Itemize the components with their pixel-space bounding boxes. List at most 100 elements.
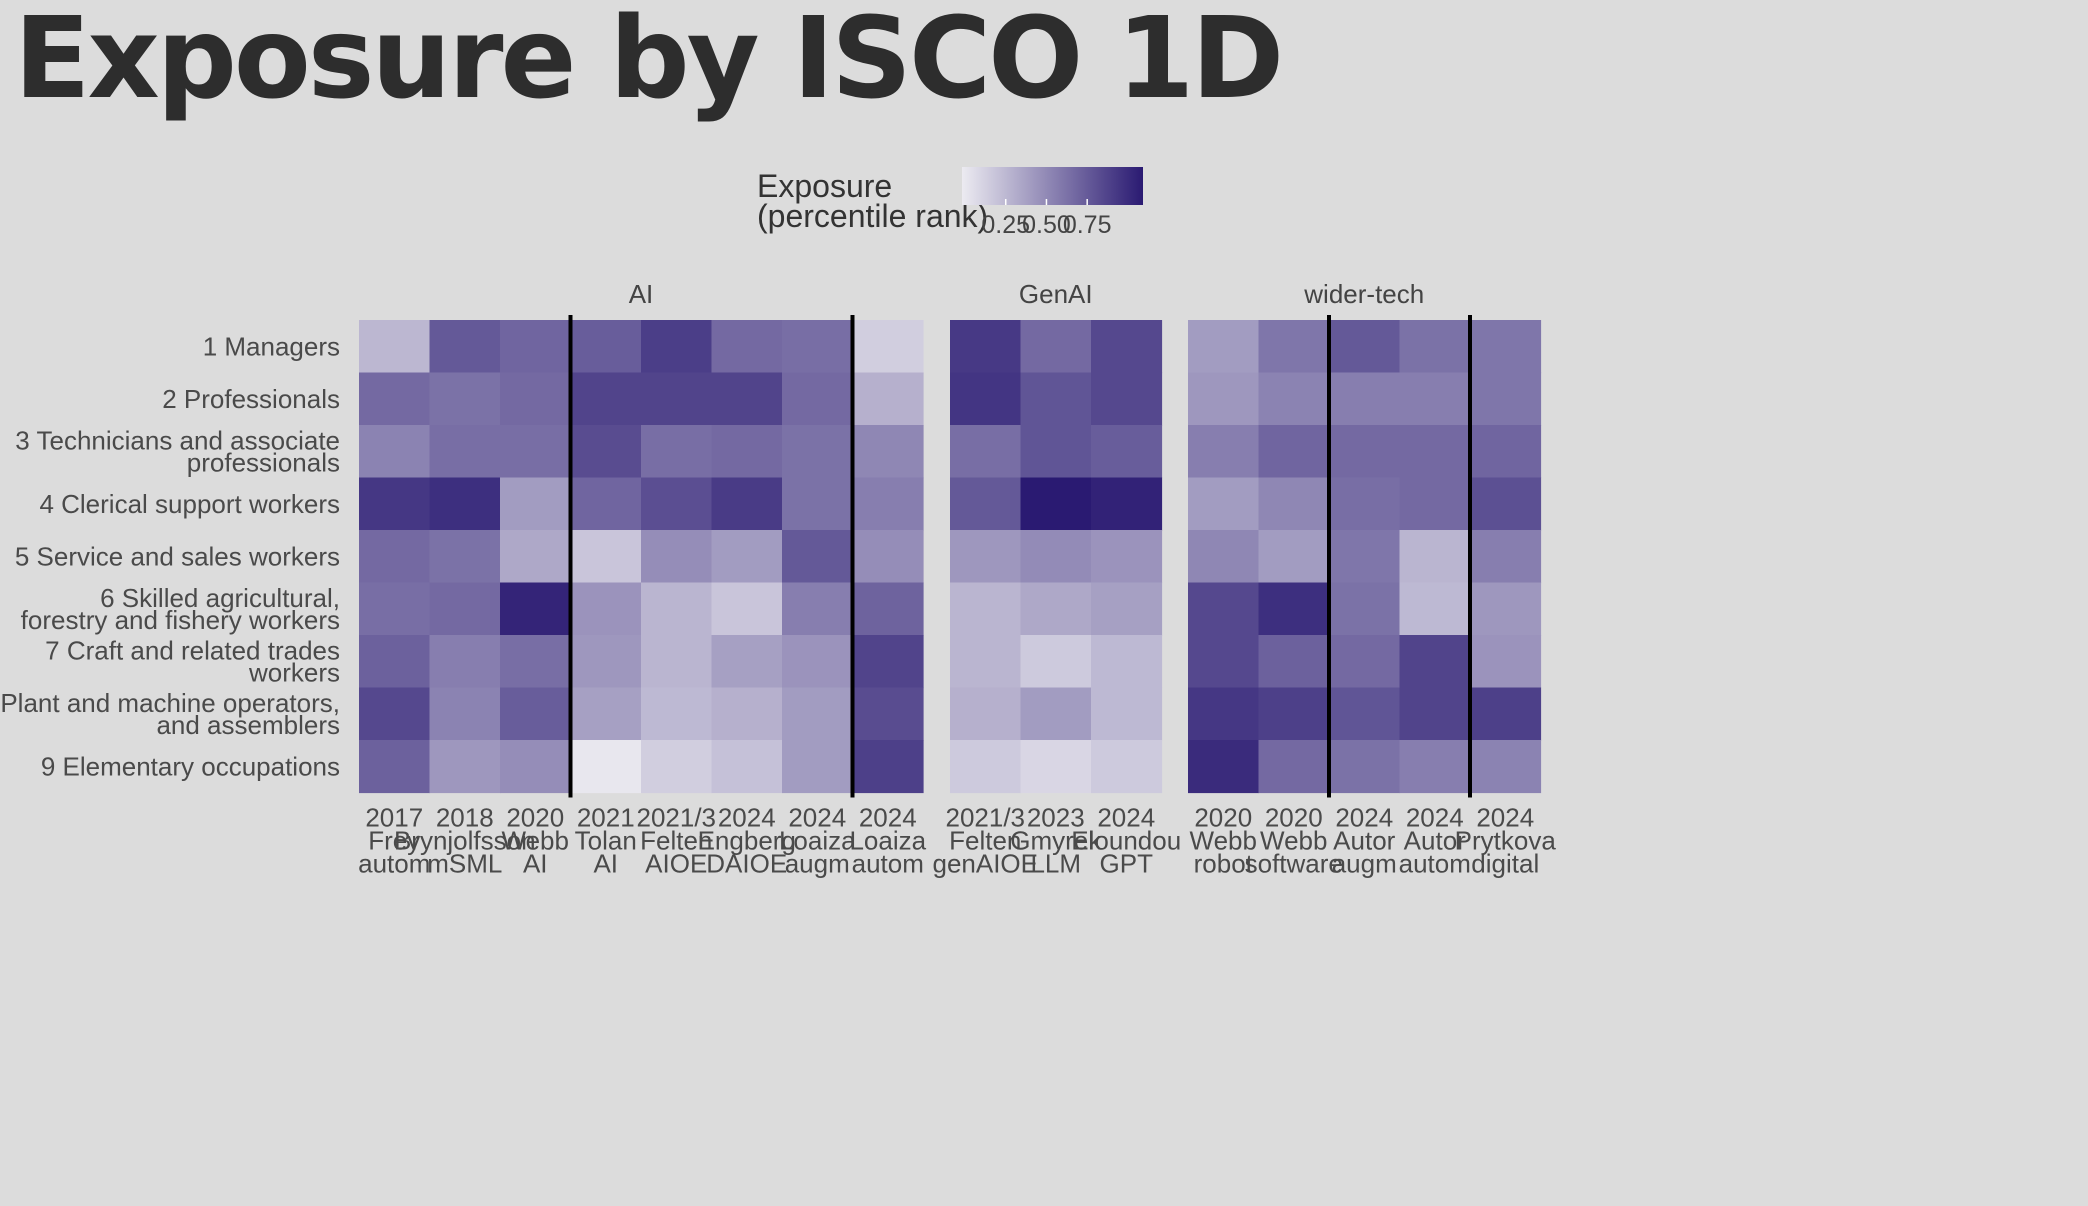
heatmap-cell <box>852 687 924 741</box>
heatmap-cell <box>1020 425 1092 479</box>
column-label-line: 2024 <box>859 803 917 833</box>
heatmap-cell <box>1470 687 1542 741</box>
heatmap-cell <box>1329 372 1401 426</box>
heatmap-cell <box>1399 740 1471 794</box>
heatmap-cell <box>782 425 854 479</box>
legend-title-line: (percentile rank) <box>757 198 988 234</box>
row-label-line: workers <box>248 657 340 687</box>
row-label-line: forestry and fishery workers <box>21 605 340 635</box>
heatmap-cell <box>1188 635 1260 689</box>
column-label-line: Loaiza <box>849 826 926 856</box>
row-label-line: 8 Plant and machine operators, <box>0 688 340 718</box>
column-label-line: 2024 <box>718 803 776 833</box>
heatmap-cell <box>782 687 854 741</box>
column-label-line: Prytkova <box>1455 826 1557 856</box>
column-label-line: augm <box>785 849 850 879</box>
panel-strip-label: AI <box>629 279 654 309</box>
heatmap-cell <box>1020 530 1092 584</box>
legend-title-line: Exposure <box>757 168 892 204</box>
heatmap-cell <box>1329 477 1401 531</box>
heatmap-cell <box>500 530 572 584</box>
heatmap-cell <box>570 320 642 374</box>
heatmap-cell <box>359 687 431 741</box>
heatmap-cell <box>1258 582 1330 636</box>
heatmap-cell <box>641 582 713 636</box>
heatmap-cell <box>1470 372 1542 426</box>
heatmap-cell <box>711 372 783 426</box>
heatmap-cell <box>359 372 431 426</box>
row-label-line: 9 Elementary occupations <box>41 751 340 781</box>
heatmap-cell <box>1399 635 1471 689</box>
heatmap-cell <box>641 687 713 741</box>
heatmap-cell <box>1258 320 1330 374</box>
column-label-line: digital <box>1471 849 1539 879</box>
heatmap-cell <box>1188 687 1260 741</box>
heatmap-cell <box>1020 582 1092 636</box>
column-label-line: AIOE <box>645 849 707 879</box>
heatmap-cell <box>1470 425 1542 479</box>
column-label-line: 2020 <box>1194 803 1252 833</box>
heatmap-cell <box>852 477 924 531</box>
heatmap-cell <box>1091 320 1163 374</box>
heatmap-cell <box>1399 425 1471 479</box>
panel-strip-label: GenAI <box>1019 279 1093 309</box>
heatmap-cell <box>429 740 501 794</box>
heatmap-cell <box>641 320 713 374</box>
heatmap-cell <box>570 372 642 426</box>
column-label-line: Frey <box>368 826 420 856</box>
heatmap-cell <box>1020 320 1092 374</box>
heatmap-cell <box>852 372 924 426</box>
row-labels: 1 Managers 2 Professionals 3 Technicians a… <box>0 331 340 781</box>
legend-tick-label: 0.50 <box>1022 211 1071 239</box>
heatmap-cell <box>711 740 783 794</box>
column-label-line: 2021/3 <box>636 803 716 833</box>
row-label-line: 3 Technicians and associate <box>15 425 340 455</box>
heatmap-cell <box>1470 320 1542 374</box>
column-label-line: 2023 <box>1027 803 1085 833</box>
heatmap-cell <box>359 530 431 584</box>
column-label-line: 2024 <box>1476 803 1534 833</box>
heatmap-cell <box>782 530 854 584</box>
heatmap-cell <box>641 477 713 531</box>
heatmap-cell <box>641 530 713 584</box>
heatmap-cell <box>1020 372 1092 426</box>
heatmap-cell <box>429 372 501 426</box>
heatmap-cell <box>950 582 1022 636</box>
heatmap-cell <box>570 477 642 531</box>
heatmap-cell <box>782 582 854 636</box>
heatmap-cell <box>1470 530 1542 584</box>
legend-colorbar <box>962 167 1143 205</box>
heatmap-cell <box>950 635 1022 689</box>
legend-tick-label: 0.25 <box>981 211 1030 239</box>
column-label-line: 2020 <box>506 803 564 833</box>
heatmap-cell <box>1188 740 1260 794</box>
column-label-line: Autor <box>1404 826 1466 856</box>
heatmap-cell <box>1329 530 1401 584</box>
heatmap-cell <box>1470 635 1542 689</box>
heatmap-cell <box>500 477 572 531</box>
heatmap-cell <box>950 530 1022 584</box>
column-label-line: 2021 <box>577 803 635 833</box>
column-label-line: 2020 <box>1265 803 1323 833</box>
column-label-line: AI <box>523 849 548 879</box>
heatmap-cell <box>1399 530 1471 584</box>
heatmap-cell <box>1091 477 1163 531</box>
heatmap-cell <box>950 372 1022 426</box>
heatmap-cell <box>711 320 783 374</box>
heatmap-cell <box>1258 425 1330 479</box>
heatmap-cell <box>641 740 713 794</box>
legend-tick-label: 0.75 <box>1063 211 1112 239</box>
heatmap-cell <box>1258 372 1330 426</box>
column-label-line: DAIOE <box>706 849 787 879</box>
heatmap-cell <box>950 477 1022 531</box>
column-label-line: Loaiza <box>779 826 856 856</box>
column-label-line: Tolan <box>575 826 637 856</box>
heatmap-cell <box>500 582 572 636</box>
heatmap-cell <box>359 425 431 479</box>
row-label-line: and assemblers <box>156 710 340 740</box>
heatmap-cell <box>1470 582 1542 636</box>
panel-ai: AI2017Freyautom2018BrynjolfssonmSML2020W… <box>358 279 926 879</box>
heatmap-cell <box>429 582 501 636</box>
column-label-line: Felten <box>640 826 712 856</box>
